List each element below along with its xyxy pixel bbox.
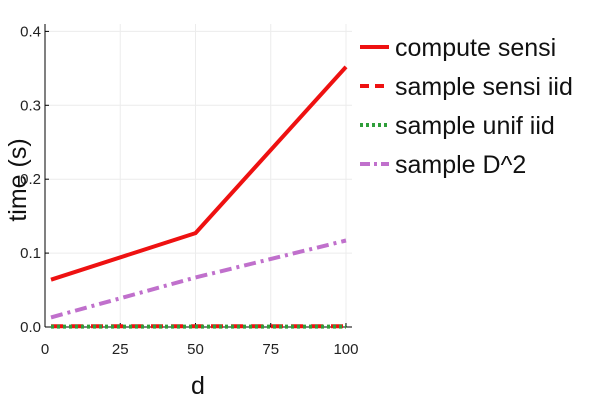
series-lines (50, 65, 348, 329)
x-tick-label: 75 (262, 341, 279, 358)
y-tick-labels: 0.0 0.1 0.2 0.3 0.4 (20, 23, 49, 336)
series-line-4 (50, 238, 347, 320)
y-tick-label: 0.1 (20, 245, 41, 262)
y-axis-label: time (s) (4, 138, 32, 221)
x-tick-labels: 0 25 50 75 100 (41, 323, 358, 358)
x-tick-label: 50 (187, 341, 204, 358)
y-tick-label: 0.4 (20, 23, 41, 40)
y-tick-label: 0.2 (20, 171, 41, 188)
legend-label-1: compute sensi (395, 34, 556, 62)
legend-label-2: sample sensi iid (395, 73, 573, 101)
x-tick-label: 0 (41, 341, 49, 358)
y-tick-label: 0.3 (20, 97, 41, 114)
series-line-1 (50, 65, 348, 282)
y-tick-label: 0.0 (20, 319, 41, 336)
x-axis-label: d (191, 372, 205, 400)
axes (44, 24, 352, 328)
grid-lines (44, 24, 352, 328)
x-tick-label: 25 (112, 341, 129, 358)
x-tick-label: 100 (333, 341, 358, 358)
legend-label-4: sample D^2 (395, 151, 526, 179)
legend-label-3: sample unif iid (395, 112, 555, 140)
legend: compute sensi sample sensi iid sample unif… (360, 34, 573, 179)
